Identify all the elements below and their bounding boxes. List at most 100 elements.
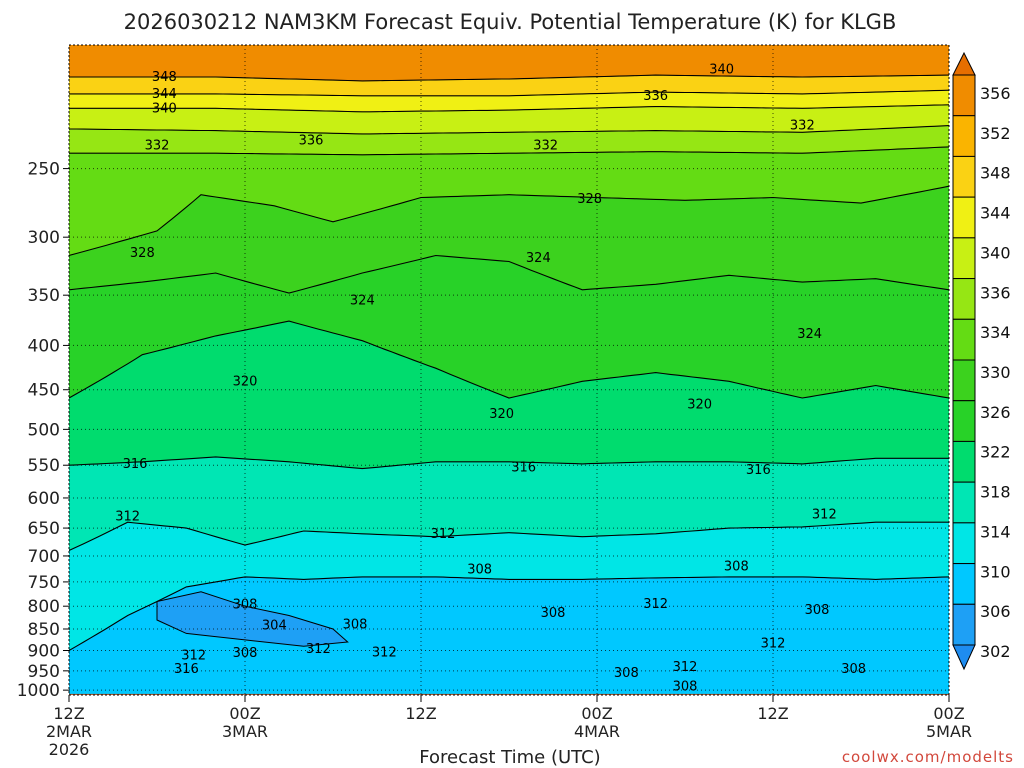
x-tick-label: 2MAR (46, 722, 92, 741)
contour-label: 308 (233, 646, 258, 661)
contour-label: 336 (643, 89, 668, 104)
y-tick-label: 300 (28, 228, 60, 248)
y-tick-label: 700 (28, 547, 60, 567)
x-axis-label: Forecast Time (UTC) (419, 747, 600, 768)
y-tick-label: 900 (28, 642, 60, 662)
y-tick-label: 650 (28, 519, 60, 539)
x-tick-label: 12Z (405, 704, 436, 723)
contour-label: 316 (123, 457, 148, 472)
x-tick-label: 12Z (53, 704, 84, 723)
contour-label: 308 (673, 679, 698, 694)
contour-label: 308 (343, 618, 368, 633)
colorbar-top-arrow (952, 51, 976, 76)
y-tick-label: 400 (28, 336, 60, 356)
credit-text: coolwx.com/modelts (842, 748, 1014, 766)
contour-label: 308 (467, 563, 492, 578)
contour-320 (69, 320, 949, 399)
colorbar-box (952, 400, 976, 442)
x-tick-label: 5MAR (926, 722, 972, 741)
colorbar-label: 302 (980, 642, 1011, 661)
x-tick-label: 12Z (757, 704, 788, 723)
ground-strip (69, 693, 949, 695)
contour-label: 328 (130, 246, 155, 261)
contour-label: 308 (541, 606, 566, 621)
contour-label: 312 (643, 597, 668, 612)
colorbar-label: 314 (980, 522, 1011, 541)
band-328 (69, 186, 949, 293)
band-316 (69, 456, 949, 551)
colorbar-label: 352 (980, 124, 1011, 143)
colorbar-box (952, 74, 976, 117)
contour-308 (69, 576, 949, 651)
band-340 (69, 104, 949, 134)
y-tick-label: 600 (28, 489, 60, 509)
y-tick-label: 1000 (17, 681, 60, 701)
y-tick-label: 750 (28, 573, 60, 593)
contour-label: 316 (174, 662, 199, 677)
contour-label: 320 (687, 397, 712, 412)
colorbar-label: 318 (980, 483, 1011, 502)
contour-340 (69, 104, 949, 113)
contour-label: 308 (841, 662, 866, 677)
low-region-304 (156, 591, 349, 647)
contour-label: 312 (372, 646, 397, 661)
contour-316 (69, 456, 949, 470)
chart-title: 2026030212 NAM3KM Forecast Equiv. Potent… (124, 10, 897, 34)
y-tick-label: 550 (28, 456, 60, 476)
contour-label: 312 (673, 660, 698, 675)
colorbar-box (952, 481, 976, 524)
contour-label: 332 (533, 138, 558, 153)
colorbar-label: 322 (980, 443, 1011, 462)
contour-328 (69, 185, 949, 257)
colorbar-box (952, 603, 976, 646)
band-324 (69, 255, 949, 398)
contour-label: 312 (431, 527, 456, 542)
gridlines (69, 45, 949, 695)
contour-label: 332 (790, 119, 815, 134)
contour-label: 340 (709, 62, 734, 77)
colorbar-label: 356 (980, 84, 1011, 103)
y-tick-label: 850 (28, 620, 60, 640)
contour-label: 324 (526, 251, 551, 266)
contour-label: 312 (761, 636, 786, 651)
band-348 (69, 75, 949, 96)
contour-label: 336 (299, 133, 324, 148)
colorbar-label: 344 (980, 204, 1011, 223)
contour-label: 312 (115, 509, 140, 524)
contour-label: 316 (511, 460, 536, 475)
colorbar-box (952, 237, 976, 280)
colorbar-label: 326 (980, 403, 1011, 422)
x-tick-label: 00Z (581, 704, 612, 723)
colorbar-label: 310 (980, 562, 1011, 581)
colorbar-label: 348 (980, 164, 1011, 183)
colorbar-box (952, 522, 976, 565)
contour-label: 324 (350, 294, 375, 309)
contour-label: 320 (233, 374, 258, 389)
contour-label: 304 (262, 618, 287, 633)
y-tick-label: 950 (28, 662, 60, 682)
contour-label: 332 (145, 138, 170, 153)
band-336 (69, 125, 949, 155)
colorbar-box (952, 196, 976, 239)
contour-label: 328 (577, 192, 602, 207)
colorbar-box (952, 440, 976, 483)
x-tick-label: 00Z (229, 704, 260, 723)
contour-label: 312 (306, 642, 331, 657)
colorbar-label: 336 (980, 283, 1011, 302)
contour-label: 308 (724, 560, 749, 575)
contour-label: 320 (489, 407, 514, 422)
contour-324 (69, 254, 949, 294)
contour-label: 340 (152, 101, 177, 116)
plot-frame (68, 44, 950, 696)
colorbar-label: 306 (980, 602, 1011, 621)
contour-label: 308 (805, 603, 830, 618)
y-tick-label: 350 (28, 286, 60, 306)
band-312 (69, 522, 949, 651)
contour-label: 324 (797, 327, 822, 342)
y-axis: 2503003504004505005506006507007508008509… (17, 160, 69, 701)
band-332 (69, 146, 949, 256)
y-tick-label: 250 (28, 160, 60, 180)
